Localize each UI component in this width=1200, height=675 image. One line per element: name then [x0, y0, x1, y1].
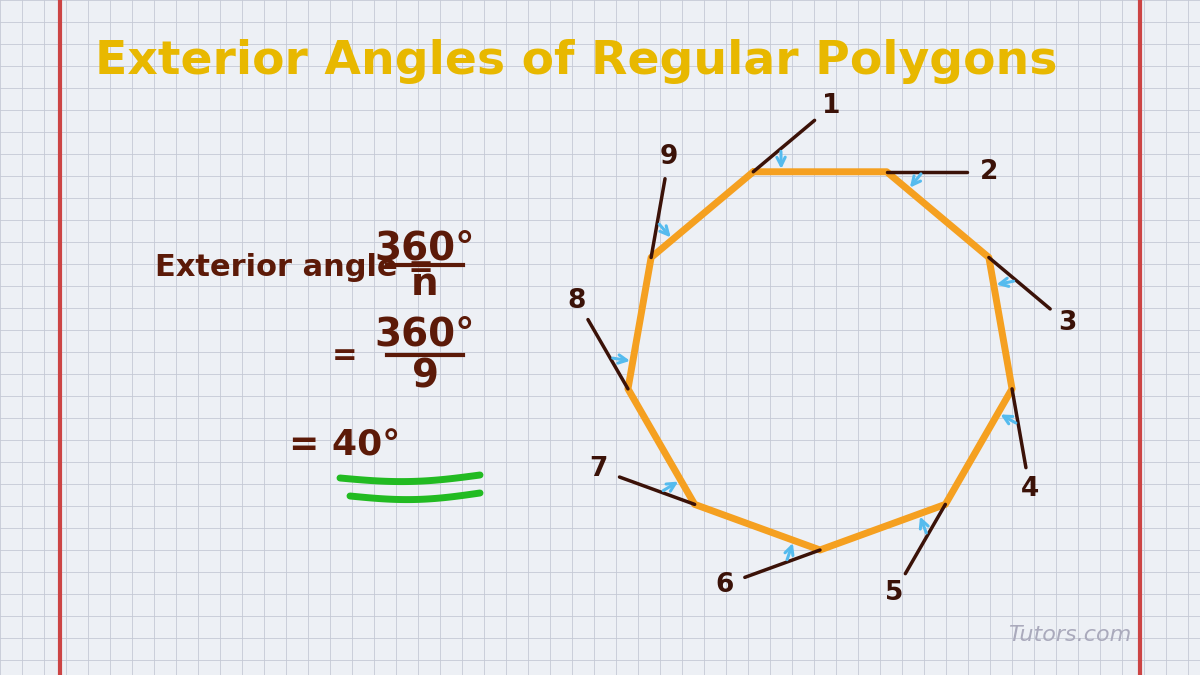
Text: Exterior Angles of Regular Polygons: Exterior Angles of Regular Polygons: [95, 40, 1057, 84]
Text: 4: 4: [1021, 477, 1039, 502]
Text: Tutors.com: Tutors.com: [1008, 625, 1132, 645]
Text: 8: 8: [568, 288, 586, 313]
Text: 3: 3: [1058, 310, 1076, 336]
Text: 1: 1: [822, 93, 841, 119]
Text: 9: 9: [660, 144, 678, 170]
Text: 9: 9: [412, 358, 438, 396]
Text: 360°: 360°: [374, 316, 475, 354]
Text: 5: 5: [886, 580, 904, 605]
Text: =: =: [332, 340, 358, 369]
Text: n: n: [412, 265, 439, 303]
Text: 6: 6: [715, 572, 733, 598]
Text: 2: 2: [979, 159, 998, 185]
Text: 360°: 360°: [374, 229, 475, 267]
Text: = 40°: = 40°: [289, 428, 401, 462]
Text: 7: 7: [589, 456, 608, 483]
Text: Exterior angle =: Exterior angle =: [155, 254, 434, 283]
